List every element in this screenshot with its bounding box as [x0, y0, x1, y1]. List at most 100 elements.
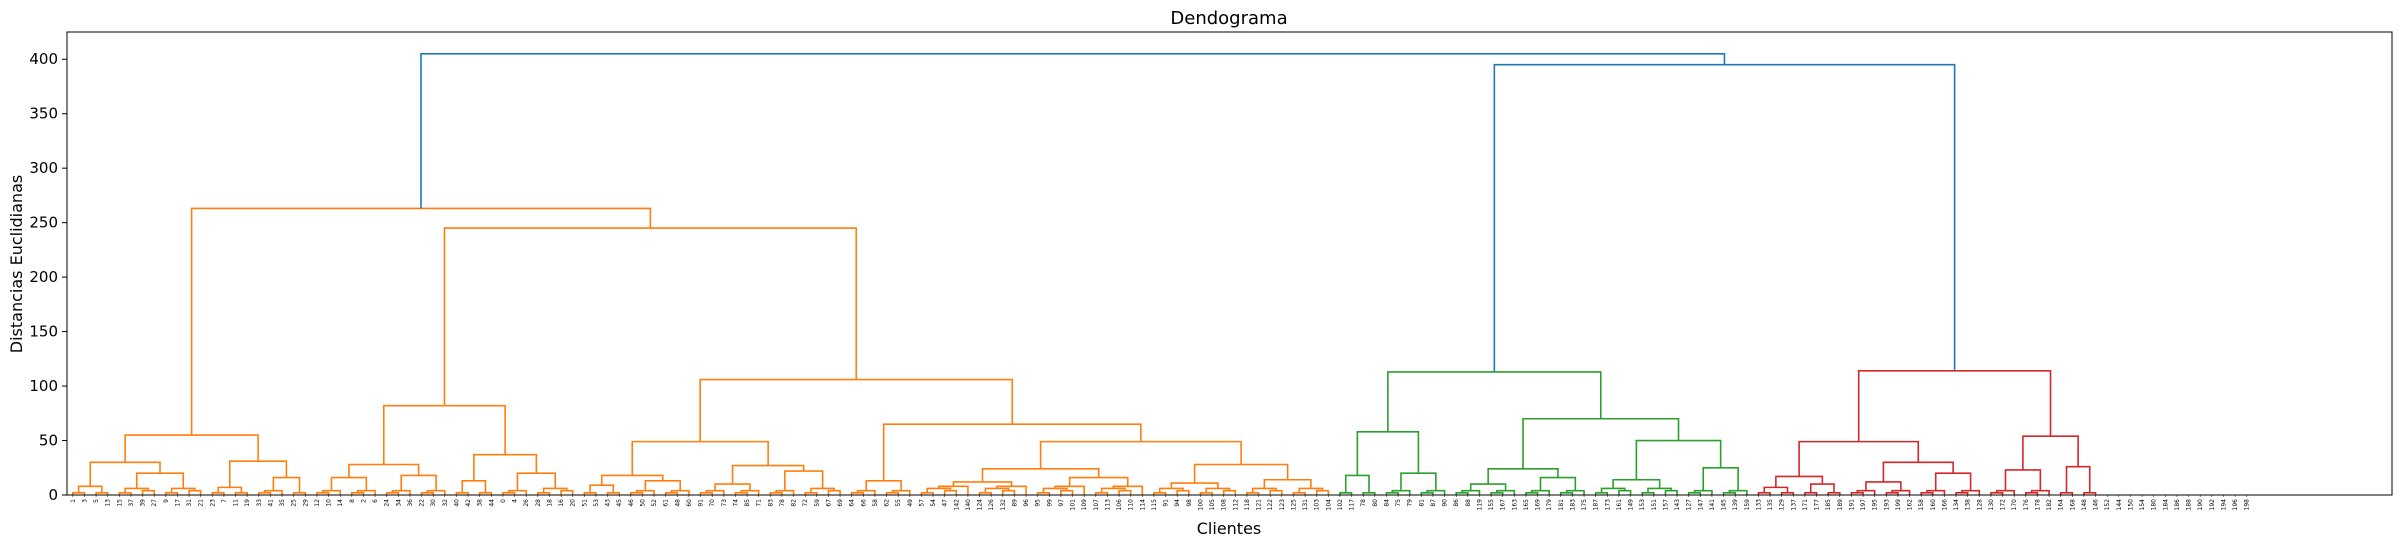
leaf-label: 48 [674, 499, 681, 507]
leaf-label: 114 [1139, 499, 1146, 511]
leaf-label: 50 [639, 499, 646, 507]
y-axis-ticks: 0 50 100 150 200 250 300 350 400 [29, 50, 67, 504]
dendrogram-link [699, 378, 1014, 442]
leaf-label: 10 [326, 499, 333, 507]
leaf-label: 51 [581, 499, 588, 507]
leaf-label: 185 [1825, 499, 1832, 511]
dendrogram-link [2004, 469, 2042, 491]
dendrogram-link [420, 52, 1726, 209]
leaf-label: 89 [1011, 499, 1018, 507]
leaf-label: 67 [825, 499, 832, 507]
leaf-label: 103 [1314, 499, 1321, 511]
leaf-label: 28 [535, 499, 542, 507]
leaf-label: 196 [2232, 499, 2239, 511]
dendrogram-link [1702, 466, 1739, 491]
dendrogram-link [516, 472, 557, 491]
dendrogram-link [461, 480, 487, 493]
leaf-label: 194 [2220, 499, 2227, 511]
dendrogram-link [1600, 487, 1626, 493]
leaf-label: 100 [1197, 499, 1204, 511]
dendrogram-link [981, 468, 1100, 482]
leaf-label: 152 [2104, 499, 2111, 511]
dendrogram-link [943, 489, 958, 495]
dendrogram-link [1400, 472, 1437, 491]
leaf-label: 75 [1395, 499, 1402, 507]
dendrogram-link [938, 485, 969, 495]
leaf-label: 164 [2058, 499, 2065, 511]
dendrogram-link [1042, 487, 1068, 493]
leaf-label: 53 [593, 499, 600, 507]
dendrogram-link [1882, 461, 1954, 482]
leaf-label: 29 [302, 499, 309, 507]
dendrogram-link [600, 474, 664, 486]
leaf-label: 61 [663, 499, 670, 507]
leaf-label: 139 [1732, 499, 1739, 511]
leaf-label: 99 [1046, 499, 1053, 507]
leaf-label: 37 [128, 499, 135, 507]
leaf-label: 158 [1918, 499, 1925, 511]
leaf-label: 94 [1174, 499, 1181, 507]
leaf-label: 80 [1372, 499, 1379, 507]
leaf-label: 52 [651, 499, 658, 507]
leaf-label: 35 [279, 499, 286, 507]
leaf-label: 163 [1511, 499, 1518, 511]
leaf-label: 73 [721, 499, 728, 507]
dendrogram-link [865, 480, 902, 491]
leaf-label: 2 [360, 499, 367, 503]
leaf-label: 182 [2046, 499, 2053, 511]
leaf-label: 168 [2069, 499, 2076, 511]
leaf-label: 179 [1546, 499, 1553, 511]
dendrogram-link [2022, 435, 2079, 470]
leaf-label: 58 [872, 499, 879, 507]
leaf-label: 19 [244, 499, 251, 507]
x-axis-title: Clientes [1197, 519, 1262, 538]
dendrogram-link [1775, 475, 1824, 488]
leaf-label: 146 [2093, 499, 2100, 511]
leaf-label: 148 [2081, 499, 2088, 511]
dendrogram-link [631, 440, 769, 476]
leaf-label: 6 [372, 499, 379, 503]
dendrogram-link [1039, 440, 1242, 469]
leaf-label: 169 [1535, 499, 1542, 511]
leaf-label: 142 [953, 499, 960, 511]
leaf-label: 43 [605, 499, 612, 507]
dendrogram-link [1356, 431, 1420, 476]
leaf-label: 13 [105, 499, 112, 507]
leaf-label: 7 [221, 499, 228, 503]
dendrogram-link [1118, 489, 1132, 495]
y-tick-label: 150 [29, 323, 58, 341]
leaf-label: 155 [1488, 499, 1495, 511]
leaf-label: 45 [616, 499, 623, 507]
leaf-label: 175 [1581, 499, 1588, 511]
dendrogram-link [1205, 487, 1231, 493]
leaf-label: 91 [698, 499, 705, 507]
leaf-label: 38 [477, 499, 484, 507]
leaf-label: 113 [1104, 499, 1111, 511]
y-tick-label: 300 [29, 159, 58, 177]
dendrogram-link [1664, 489, 1678, 495]
leaf-label: 122 [1267, 499, 1274, 511]
dendrogram-link [644, 480, 682, 491]
leaf-label: 83 [767, 499, 774, 507]
dendrogram-link [882, 423, 1142, 481]
leaf-label: 172 [2000, 499, 2007, 511]
leaf-label: 137 [1790, 499, 1797, 511]
leaf-label: 78 [1360, 499, 1367, 507]
leaf-label: 112 [1232, 499, 1239, 511]
leaf-label: 27 [151, 499, 158, 507]
dendrogram-link [560, 489, 574, 495]
leaf-label: 124 [977, 499, 984, 511]
dendrogram-link [1865, 481, 1902, 491]
leaf-label: 72 [802, 499, 809, 507]
leaf-label: 118 [1244, 499, 1251, 511]
dendrogram-link [135, 472, 185, 489]
dendrogram-link [89, 461, 161, 487]
leaf-label: 167 [1500, 499, 1507, 511]
dendrogram-link [473, 453, 538, 481]
leaf-label: 160 [1930, 499, 1937, 511]
dendrogram-link [784, 470, 824, 491]
leaf-label: 106 [1116, 499, 1123, 511]
dendrogram-link [1635, 439, 1722, 480]
dendrogram-links [72, 52, 2097, 495]
leaf-label: 171 [1802, 499, 1809, 511]
